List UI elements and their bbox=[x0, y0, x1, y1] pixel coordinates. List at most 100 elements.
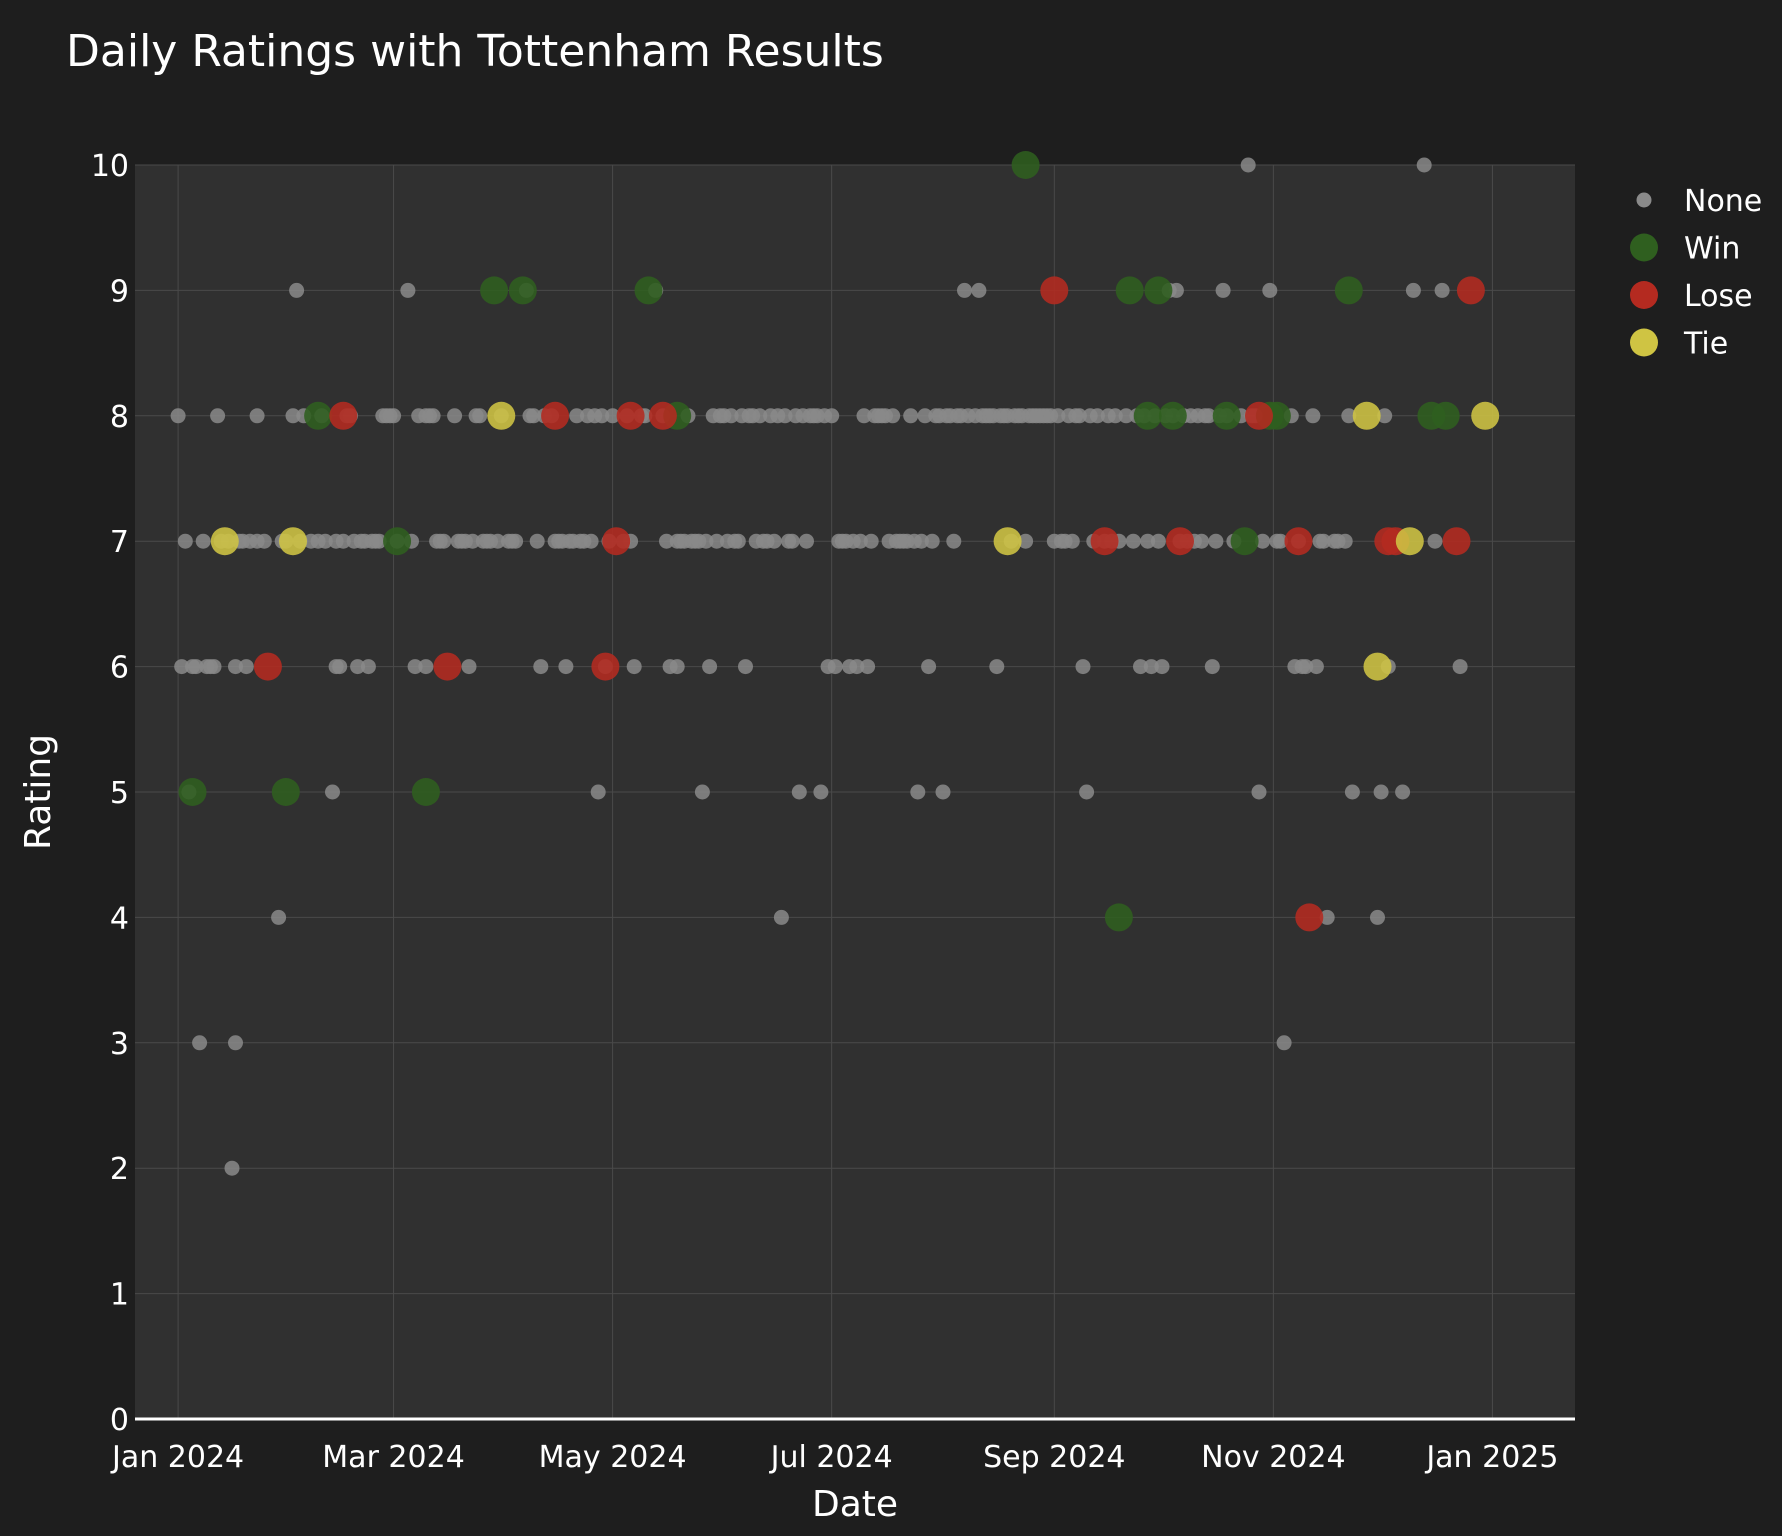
data-point bbox=[1405, 282, 1421, 298]
data-point bbox=[487, 401, 516, 430]
data-point bbox=[1133, 659, 1148, 675]
data-point bbox=[271, 778, 300, 806]
data-point bbox=[1471, 401, 1500, 430]
data-point bbox=[271, 909, 287, 925]
data-point bbox=[852, 533, 868, 549]
data-point bbox=[1363, 652, 1392, 681]
y-tick-label: 8 bbox=[110, 400, 129, 435]
data-point bbox=[856, 408, 872, 424]
data-point bbox=[924, 533, 940, 549]
data-point bbox=[583, 533, 599, 549]
legend-marker bbox=[1636, 192, 1652, 208]
data-point bbox=[325, 784, 340, 800]
data-point bbox=[626, 659, 642, 675]
data-point bbox=[1395, 784, 1411, 800]
data-point bbox=[590, 784, 606, 800]
data-point bbox=[917, 408, 933, 424]
data-point bbox=[1089, 408, 1105, 424]
series-lose bbox=[253, 276, 1485, 932]
data-point bbox=[766, 533, 782, 549]
data-point bbox=[472, 408, 488, 424]
data-point bbox=[913, 533, 929, 549]
data-point bbox=[863, 533, 879, 549]
data-point bbox=[558, 659, 574, 675]
x-tick-label: May 2024 bbox=[539, 1440, 687, 1475]
data-point bbox=[174, 659, 190, 675]
data-point bbox=[993, 527, 1022, 556]
x-tick-label: Jan 2024 bbox=[110, 1440, 244, 1475]
data-point bbox=[1276, 1035, 1292, 1051]
data-point bbox=[386, 408, 402, 424]
data-point bbox=[1150, 533, 1166, 549]
legend-item-win[interactable]: Win bbox=[1630, 232, 1740, 267]
y-tick-label: 5 bbox=[110, 776, 129, 811]
x-axis-ticks: Jan 2024 Mar 2024 May 2024 Jul 2024 Sep 2024… bbox=[110, 1440, 1558, 1475]
data-point bbox=[1262, 282, 1278, 298]
data-point bbox=[188, 659, 204, 675]
data-point bbox=[289, 282, 305, 298]
data-point bbox=[1212, 401, 1241, 430]
data-point bbox=[594, 408, 610, 424]
legend-item-lose[interactable]: Lose bbox=[1630, 279, 1753, 314]
data-point bbox=[228, 659, 243, 675]
data-point bbox=[425, 408, 441, 424]
data-point bbox=[738, 659, 753, 675]
data-points bbox=[170, 151, 1500, 1176]
data-point bbox=[238, 659, 254, 675]
data-point bbox=[885, 408, 901, 424]
data-point bbox=[634, 276, 663, 305]
data-point bbox=[659, 533, 674, 549]
data-point bbox=[228, 1035, 243, 1051]
y-axis-title: Rating bbox=[18, 734, 59, 850]
data-point bbox=[1284, 527, 1313, 556]
data-point bbox=[411, 778, 440, 806]
data-point bbox=[813, 784, 829, 800]
data-point bbox=[508, 276, 537, 305]
data-point bbox=[1071, 408, 1087, 424]
data-point bbox=[541, 401, 570, 430]
data-point bbox=[210, 527, 239, 556]
legend-label: Tie bbox=[1683, 327, 1728, 362]
legend-label: Lose bbox=[1684, 279, 1753, 314]
data-point bbox=[709, 533, 725, 549]
data-point bbox=[1245, 401, 1273, 430]
data-point bbox=[1144, 276, 1173, 305]
legend-item-none[interactable]: None bbox=[1636, 184, 1763, 219]
data-point bbox=[946, 533, 962, 549]
legend[interactable]: None Win Lose Tie bbox=[1630, 184, 1762, 362]
data-point bbox=[698, 533, 714, 549]
data-point bbox=[1337, 533, 1353, 549]
data-point bbox=[602, 527, 631, 556]
data-point bbox=[1075, 659, 1091, 675]
x-tick-label: Jul 2024 bbox=[769, 1440, 893, 1475]
data-point bbox=[1079, 784, 1095, 800]
data-point bbox=[433, 652, 462, 681]
data-point bbox=[903, 408, 919, 424]
data-point bbox=[1295, 903, 1324, 932]
data-point bbox=[773, 909, 789, 925]
data-point bbox=[1442, 527, 1471, 556]
legend-label: Win bbox=[1684, 232, 1740, 267]
data-point bbox=[1140, 533, 1156, 549]
data-point bbox=[533, 659, 549, 675]
data-point bbox=[1064, 533, 1080, 549]
data-point bbox=[1201, 408, 1217, 424]
data-point bbox=[569, 408, 585, 424]
data-point bbox=[648, 401, 677, 430]
data-point bbox=[935, 784, 951, 800]
data-point bbox=[777, 408, 793, 424]
chart-title: Daily Ratings with Tottenham Results bbox=[66, 26, 884, 77]
data-point bbox=[1125, 533, 1141, 549]
data-point bbox=[1050, 408, 1066, 424]
data-point bbox=[350, 659, 366, 675]
data-point bbox=[256, 533, 272, 549]
data-point bbox=[170, 408, 186, 424]
legend-item-tie[interactable]: Tie bbox=[1630, 327, 1728, 362]
legend-label: None bbox=[1684, 184, 1762, 219]
data-point bbox=[490, 533, 506, 549]
data-point bbox=[1308, 659, 1324, 675]
data-point bbox=[1107, 408, 1123, 424]
data-point bbox=[192, 1035, 208, 1051]
x-tick-label: Sep 2024 bbox=[983, 1440, 1125, 1475]
